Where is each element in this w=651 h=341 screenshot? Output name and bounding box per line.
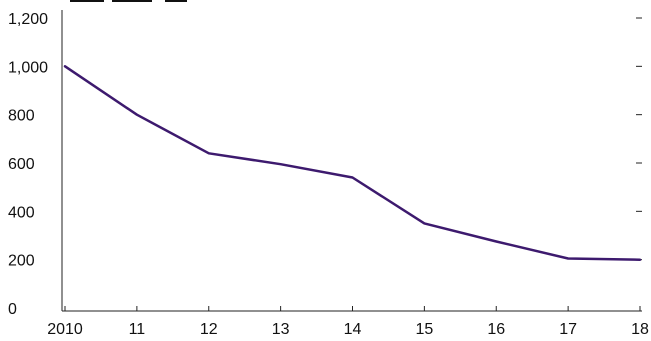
- clipped-title-fragment: [70, 0, 104, 2]
- x-tick-label: 11: [129, 321, 146, 338]
- chart-title-partial: [70, 0, 187, 2]
- chart-series: [63, 65, 642, 261]
- x-tick-label: 2010: [47, 321, 83, 338]
- x-tick-label: 15: [415, 321, 433, 338]
- x-axis-ticks: 2010 11 12 13 14 15 16 17 18: [47, 306, 649, 338]
- chart-axes: [61, 10, 642, 312]
- y-axis-ticks: 0 200 400 600 800 1,000 1,200: [8, 11, 642, 318]
- x-tick-label: 18: [631, 321, 649, 338]
- y-tick-label: 1,000: [8, 59, 48, 76]
- clipped-title-fragment: [112, 0, 152, 2]
- x-tick-label: 17: [559, 321, 577, 338]
- y-tick-label: 600: [8, 156, 35, 173]
- x-tick-label: 16: [487, 321, 505, 338]
- y-tick-label: 1,200: [8, 11, 48, 28]
- y-tick-label: 400: [8, 204, 35, 221]
- x-tick-label: 12: [200, 321, 218, 338]
- x-tick-label: 13: [272, 321, 290, 338]
- series-line: [63, 65, 642, 261]
- y-tick-label: 0: [8, 301, 17, 318]
- x-tick-label: 14: [344, 321, 362, 338]
- y-tick-label: 800: [8, 108, 35, 125]
- clipped-title-fragment: [165, 0, 187, 2]
- y-tick-label: 200: [8, 253, 35, 270]
